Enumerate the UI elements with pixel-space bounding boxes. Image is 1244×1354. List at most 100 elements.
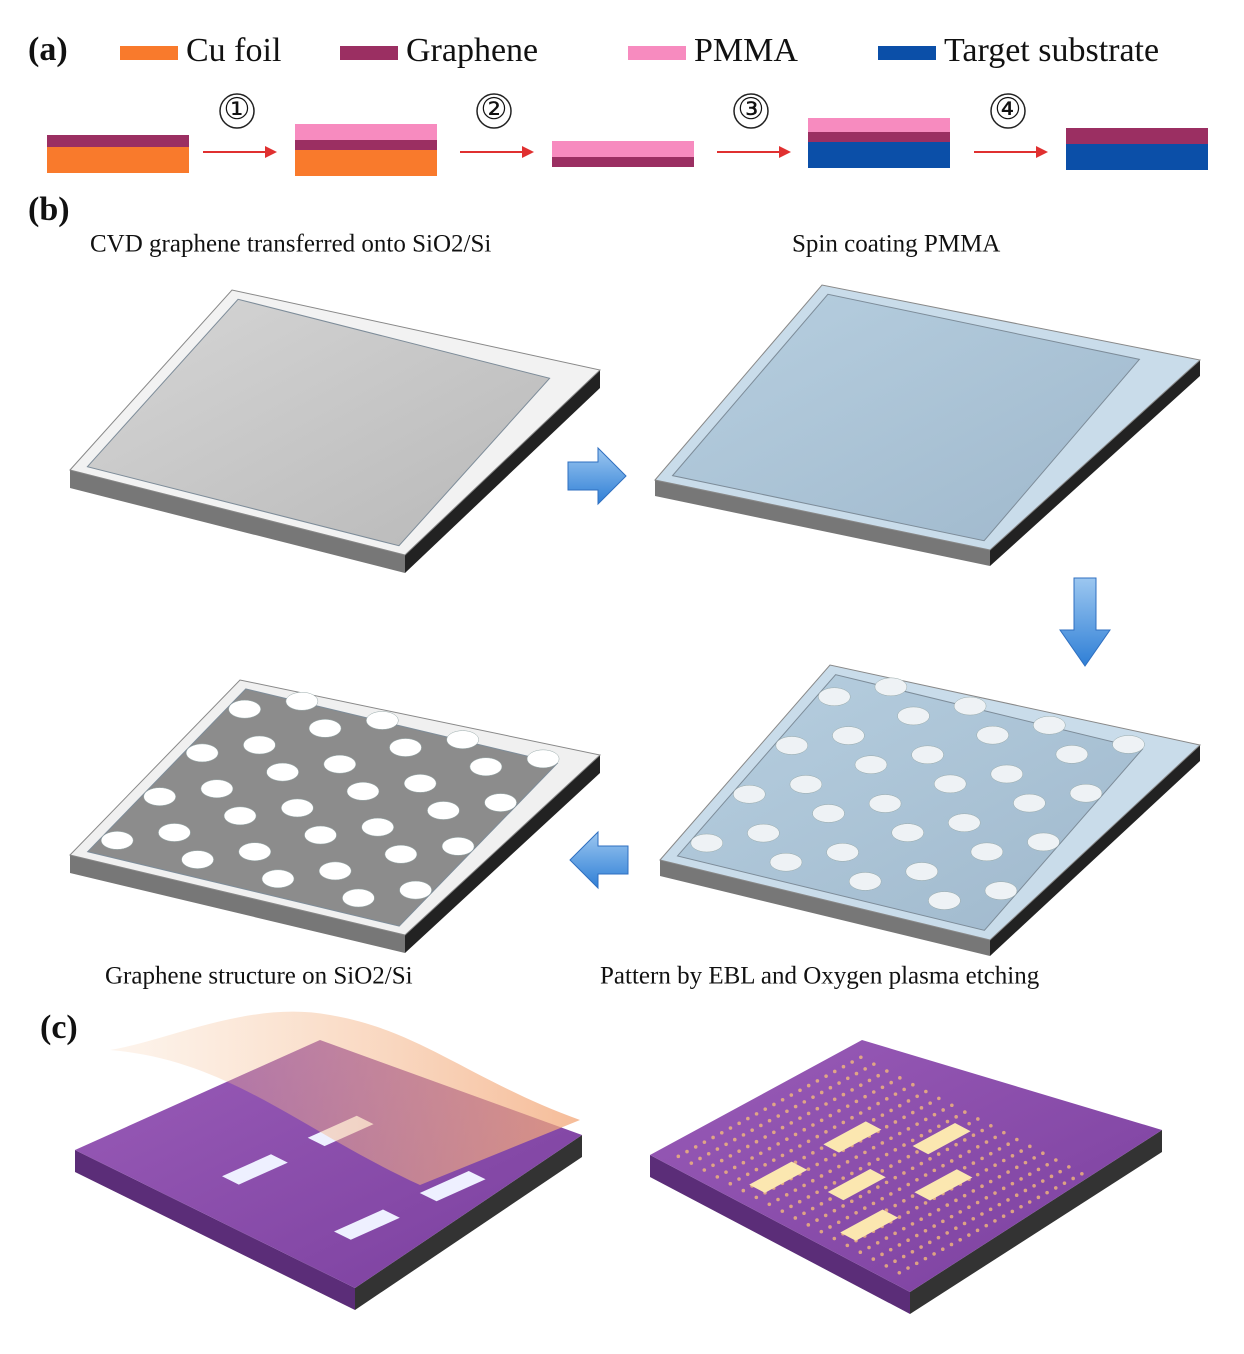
hole <box>911 745 944 765</box>
dot <box>993 1219 997 1223</box>
dot <box>737 1177 741 1181</box>
dot <box>936 1152 941 1156</box>
dot <box>962 1165 967 1170</box>
hole <box>868 794 902 813</box>
dot <box>837 1081 841 1085</box>
dot <box>919 1133 924 1138</box>
dot <box>902 1115 906 1120</box>
dot <box>754 1139 759 1144</box>
dot <box>689 1161 694 1165</box>
dot <box>880 1196 884 1201</box>
chip-side <box>650 1155 910 1314</box>
dot <box>915 1150 919 1154</box>
dot <box>910 1249 915 1254</box>
dot <box>967 1205 971 1210</box>
dot <box>954 1198 958 1203</box>
layer <box>808 118 950 132</box>
hole <box>143 787 176 806</box>
dot <box>954 1115 958 1119</box>
arrow <box>569 830 629 890</box>
step-number: ② <box>481 93 508 126</box>
dot <box>901 1226 906 1231</box>
dot <box>941 1108 945 1112</box>
dot <box>971 1161 976 1165</box>
dot <box>745 1172 750 1177</box>
dot <box>919 1106 924 1110</box>
dot <box>915 1205 919 1210</box>
dot <box>1002 1130 1006 1135</box>
hole <box>812 804 845 823</box>
dot <box>936 1124 941 1129</box>
wafer-side <box>655 480 990 566</box>
dot <box>923 1228 928 1233</box>
dot <box>893 1148 898 1152</box>
legend-label: Cu foil <box>186 32 281 69</box>
layer <box>552 157 694 167</box>
dot <box>919 1161 924 1166</box>
dot <box>988 1207 993 1212</box>
dot <box>754 1112 759 1116</box>
dot <box>958 1210 963 1214</box>
dot <box>893 1092 898 1096</box>
hole <box>874 677 908 697</box>
dot <box>876 1101 880 1106</box>
panel-label: (a) <box>28 31 68 68</box>
dot <box>828 1085 833 1090</box>
dot <box>828 1169 832 1174</box>
dot <box>906 1182 911 1187</box>
hole <box>848 872 882 891</box>
dot <box>910 1222 915 1226</box>
dot <box>858 1166 863 1171</box>
arrow <box>1059 577 1111 667</box>
dot <box>819 1174 824 1178</box>
dot <box>741 1133 746 1137</box>
layer <box>808 142 950 168</box>
dot <box>810 1178 815 1183</box>
dot <box>993 1163 997 1168</box>
hole <box>318 861 352 881</box>
dot <box>932 1252 936 1256</box>
dot <box>728 1154 733 1158</box>
dot <box>1010 1153 1015 1158</box>
hole <box>789 775 823 794</box>
hole <box>854 755 888 774</box>
hole <box>446 730 479 749</box>
dot <box>806 1139 811 1144</box>
dot <box>772 1102 776 1107</box>
dot <box>819 1090 824 1095</box>
dot <box>850 1171 854 1176</box>
dot <box>963 1110 967 1114</box>
dot <box>988 1151 993 1156</box>
dot <box>893 1259 897 1264</box>
dot <box>785 1137 789 1141</box>
dot <box>754 1167 759 1172</box>
dot <box>780 1209 785 1213</box>
pad <box>827 1169 886 1201</box>
dot <box>698 1156 702 1161</box>
dot <box>746 1116 750 1121</box>
dot <box>819 1229 824 1234</box>
dot <box>1049 1174 1054 1179</box>
dot <box>1006 1142 1010 1147</box>
dot <box>871 1118 876 1122</box>
step-circle <box>219 93 255 129</box>
layer <box>808 132 950 142</box>
dot <box>975 1145 980 1149</box>
dot <box>880 1113 885 1117</box>
dot <box>875 1240 880 1245</box>
layer <box>295 124 437 140</box>
wafer-side <box>405 370 600 573</box>
pad <box>912 1123 971 1155</box>
dot <box>949 1242 954 1247</box>
hole <box>826 843 859 862</box>
dot <box>906 1154 911 1159</box>
dot <box>806 1111 811 1116</box>
dot <box>1080 1171 1084 1176</box>
dot <box>702 1168 707 1172</box>
dot <box>1015 1137 1019 1142</box>
layer <box>1066 144 1208 170</box>
dot <box>923 1173 928 1177</box>
hole <box>261 869 295 889</box>
dot <box>893 1175 898 1180</box>
dot <box>884 1180 889 1185</box>
